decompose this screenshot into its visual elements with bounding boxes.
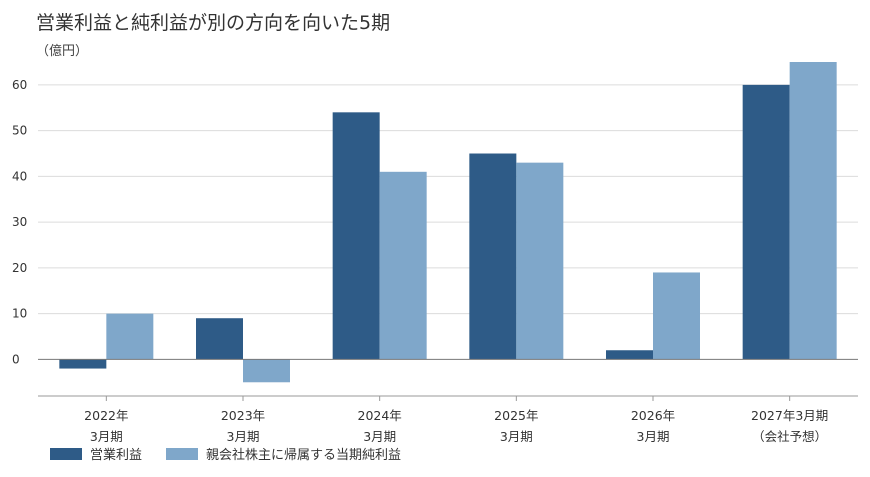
legend-label-net-profit: 親会社株主に帰属する当期純利益: [206, 448, 402, 463]
x-tick-label: 3月期: [637, 429, 670, 444]
y-tick-label: 40: [12, 169, 27, 183]
bar-operating-profit: [606, 350, 653, 360]
y-axis-unit: （億円）: [36, 44, 89, 59]
chart-title: 営業利益と純利益が別の方向を向いた5期: [36, 12, 391, 34]
bar-net-profit: [516, 162, 564, 360]
y-tick-label: 30: [12, 215, 27, 229]
legend-swatch-net-profit: [166, 447, 199, 460]
y-tick-label: 20: [12, 261, 27, 275]
x-tick-label: 2022年: [84, 408, 128, 423]
x-tick-label: 2026年: [631, 408, 675, 423]
legend-swatch-operating-profit: [50, 447, 82, 460]
bar-operating-profit: [196, 318, 243, 360]
x-tick-label: 3月期: [363, 429, 396, 444]
bar-operating-profit: [332, 112, 380, 360]
x-tick-label: （会社予想）: [752, 429, 827, 444]
bar-net-profit: [106, 313, 154, 360]
x-tick-label: 3月期: [90, 429, 123, 444]
bar-net-profit: [379, 171, 427, 360]
x-tick-label: 2025年: [494, 408, 538, 423]
x-tick-label: 2023年: [221, 408, 265, 423]
x-tick-label: 2027年3月期: [751, 408, 828, 423]
x-tick-label: 3月期: [500, 429, 533, 444]
y-tick-label: 0: [12, 352, 20, 366]
legend: 営業利益 親会社株主に帰属する当期純利益: [50, 444, 425, 463]
bar-net-profit: [789, 62, 837, 360]
bar-net-profit: [243, 359, 290, 383]
x-tick-label: 3月期: [227, 429, 260, 444]
x-tick-label: 2024年: [358, 408, 402, 423]
y-tick-label: 50: [12, 124, 27, 138]
bar-operating-profit: [742, 84, 790, 360]
y-tick-label: 60: [12, 78, 27, 92]
bar-operating-profit: [469, 153, 517, 360]
bar-operating-profit: [59, 359, 107, 369]
y-tick-label: 10: [12, 307, 27, 321]
bar-net-profit: [653, 272, 700, 360]
legend-item-operating-profit: 営業利益: [50, 444, 142, 463]
legend-item-net-profit: 親会社株主に帰属する当期純利益: [166, 444, 401, 463]
legend-label-operating-profit: 営業利益: [90, 448, 143, 463]
